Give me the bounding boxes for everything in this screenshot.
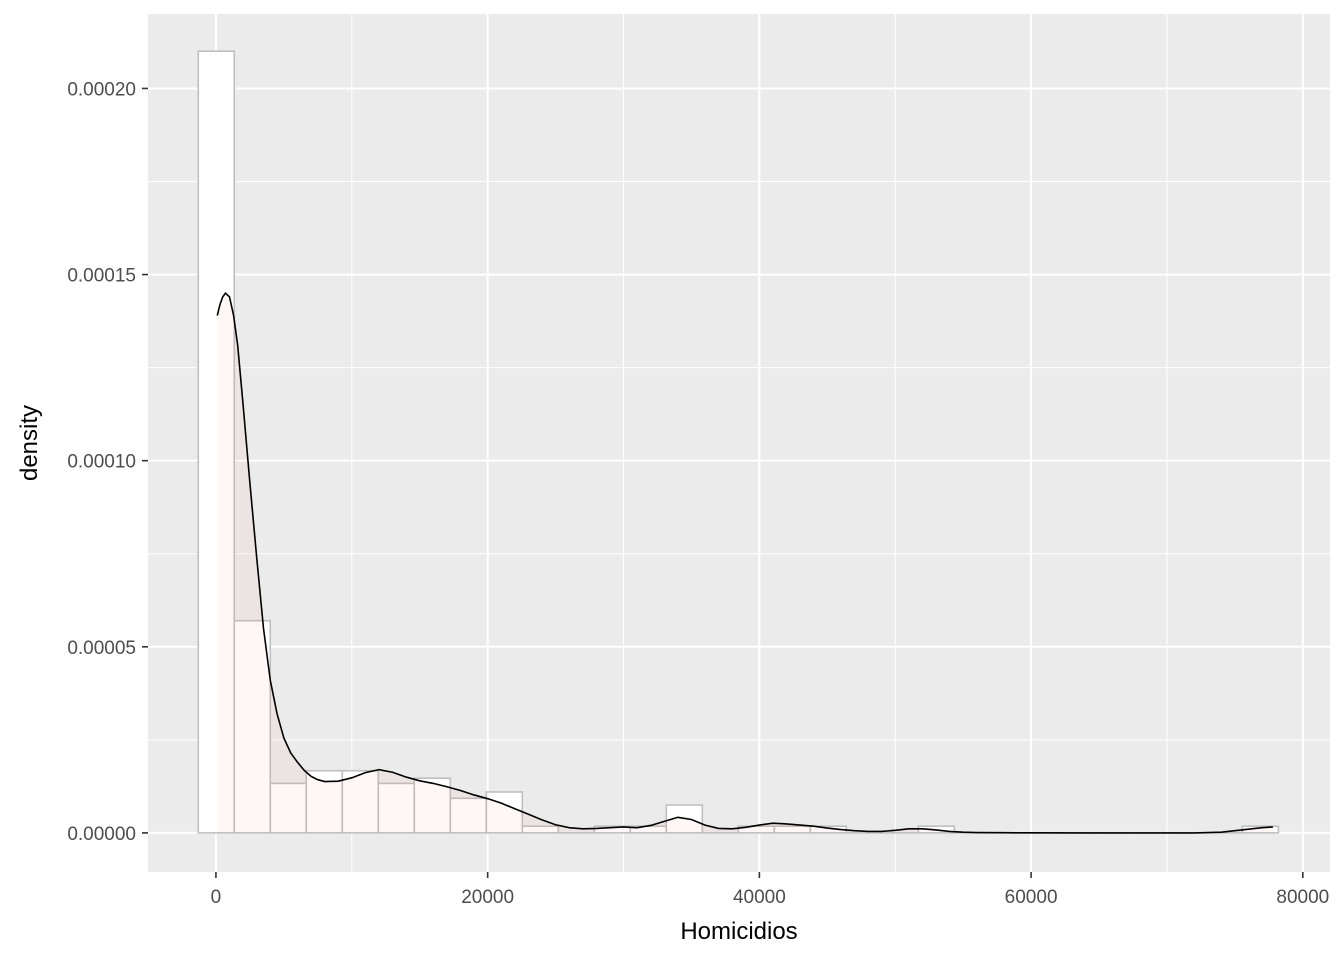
x-tick-label: 40000 xyxy=(733,887,786,908)
minor-gridlines xyxy=(148,14,1330,872)
histogram-bar xyxy=(197,50,236,834)
x-tick-label: 80000 xyxy=(1276,887,1329,908)
x-axis-ticks: 0 20000 40000 60000 80000 xyxy=(211,872,1329,908)
y-axis-title: density xyxy=(16,405,43,481)
y-axis-ticks: 0.00000 0.00005 0.00010 0.00015 0.00020 xyxy=(67,79,148,845)
x-tick-label: 0 xyxy=(211,887,222,908)
y-tick-label: 0.00000 xyxy=(67,824,136,845)
x-tick-label: 60000 xyxy=(1005,887,1058,908)
y-tick-label: 0.00015 xyxy=(67,266,136,287)
histogram-bar xyxy=(449,797,488,834)
histogram-bar xyxy=(521,825,560,834)
x-tick-label: 20000 xyxy=(461,887,514,908)
histogram-bars xyxy=(197,50,1280,834)
panel-background xyxy=(148,14,1330,872)
density-layer xyxy=(216,291,1273,834)
histogram-bar xyxy=(377,782,416,834)
density-curve xyxy=(216,291,1273,834)
x-axis-title: Homicidios xyxy=(680,918,797,945)
y-tick-label: 0.00020 xyxy=(67,79,136,100)
histogram-bar xyxy=(233,619,272,834)
y-tick-label: 0.00010 xyxy=(67,452,136,473)
y-tick-label: 0.00005 xyxy=(67,638,136,659)
